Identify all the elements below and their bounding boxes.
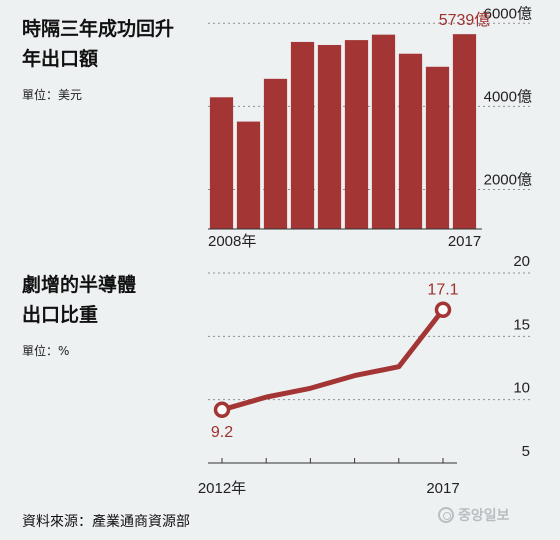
line-y-tick-label: 20 <box>513 253 530 270</box>
series-line <box>219 307 446 413</box>
line-y-tick-label: 5 <box>522 443 530 460</box>
bar <box>398 53 423 229</box>
chart1-unit: 單位：美元 <box>22 88 83 102</box>
line-y-tick-label: 10 <box>513 380 530 397</box>
bar <box>317 44 342 230</box>
bar-x-tick-label: 2017 <box>448 233 481 250</box>
logo-mark-icon <box>438 507 454 523</box>
chart1-title-line2: 年出口額 <box>22 48 99 70</box>
chart1-title-line1: 時隔三年成功回升 <box>22 18 175 40</box>
series-point-marker <box>213 401 231 419</box>
line-x-tick-label: 2017 <box>426 480 459 497</box>
series-point-marker <box>434 301 452 318</box>
bar <box>452 34 477 230</box>
series-value-label: 9.2 <box>211 424 233 441</box>
logo-text: 중앙일보 <box>458 508 510 524</box>
bar <box>371 34 396 230</box>
bar <box>425 66 450 229</box>
line-x-tick-label: 2012年 <box>198 480 246 497</box>
bar <box>290 41 315 229</box>
publisher-logo: 중앙일보 <box>438 505 510 525</box>
bar <box>344 40 369 229</box>
bar-y-tick-label: 4000億 <box>484 88 532 105</box>
chart2-unit: 單位：% <box>22 344 70 358</box>
chart1-title: 時隔三年成功回升 年出口額 <box>22 14 174 74</box>
bar-y-tick-label: 2000億 <box>484 172 532 189</box>
line-y-tick-label: 15 <box>513 316 530 333</box>
chart2-title-line1: 劇增的半導體 <box>22 274 137 296</box>
bar <box>209 97 234 229</box>
chart2-title: 劇增的半導體 出口比重 <box>22 270 136 330</box>
series-value-label: 17.1 <box>427 282 458 299</box>
source-note: 資料來源：產業通商資源部 <box>22 514 190 530</box>
chart2-title-line2: 出口比重 <box>22 304 99 326</box>
bar <box>236 121 261 229</box>
bar-y-tick-label: 6000億 <box>484 5 532 22</box>
bar <box>263 78 288 229</box>
bar-value-label: 5739億 <box>439 11 491 29</box>
bar-x-tick-label: 2008年 <box>208 233 256 250</box>
